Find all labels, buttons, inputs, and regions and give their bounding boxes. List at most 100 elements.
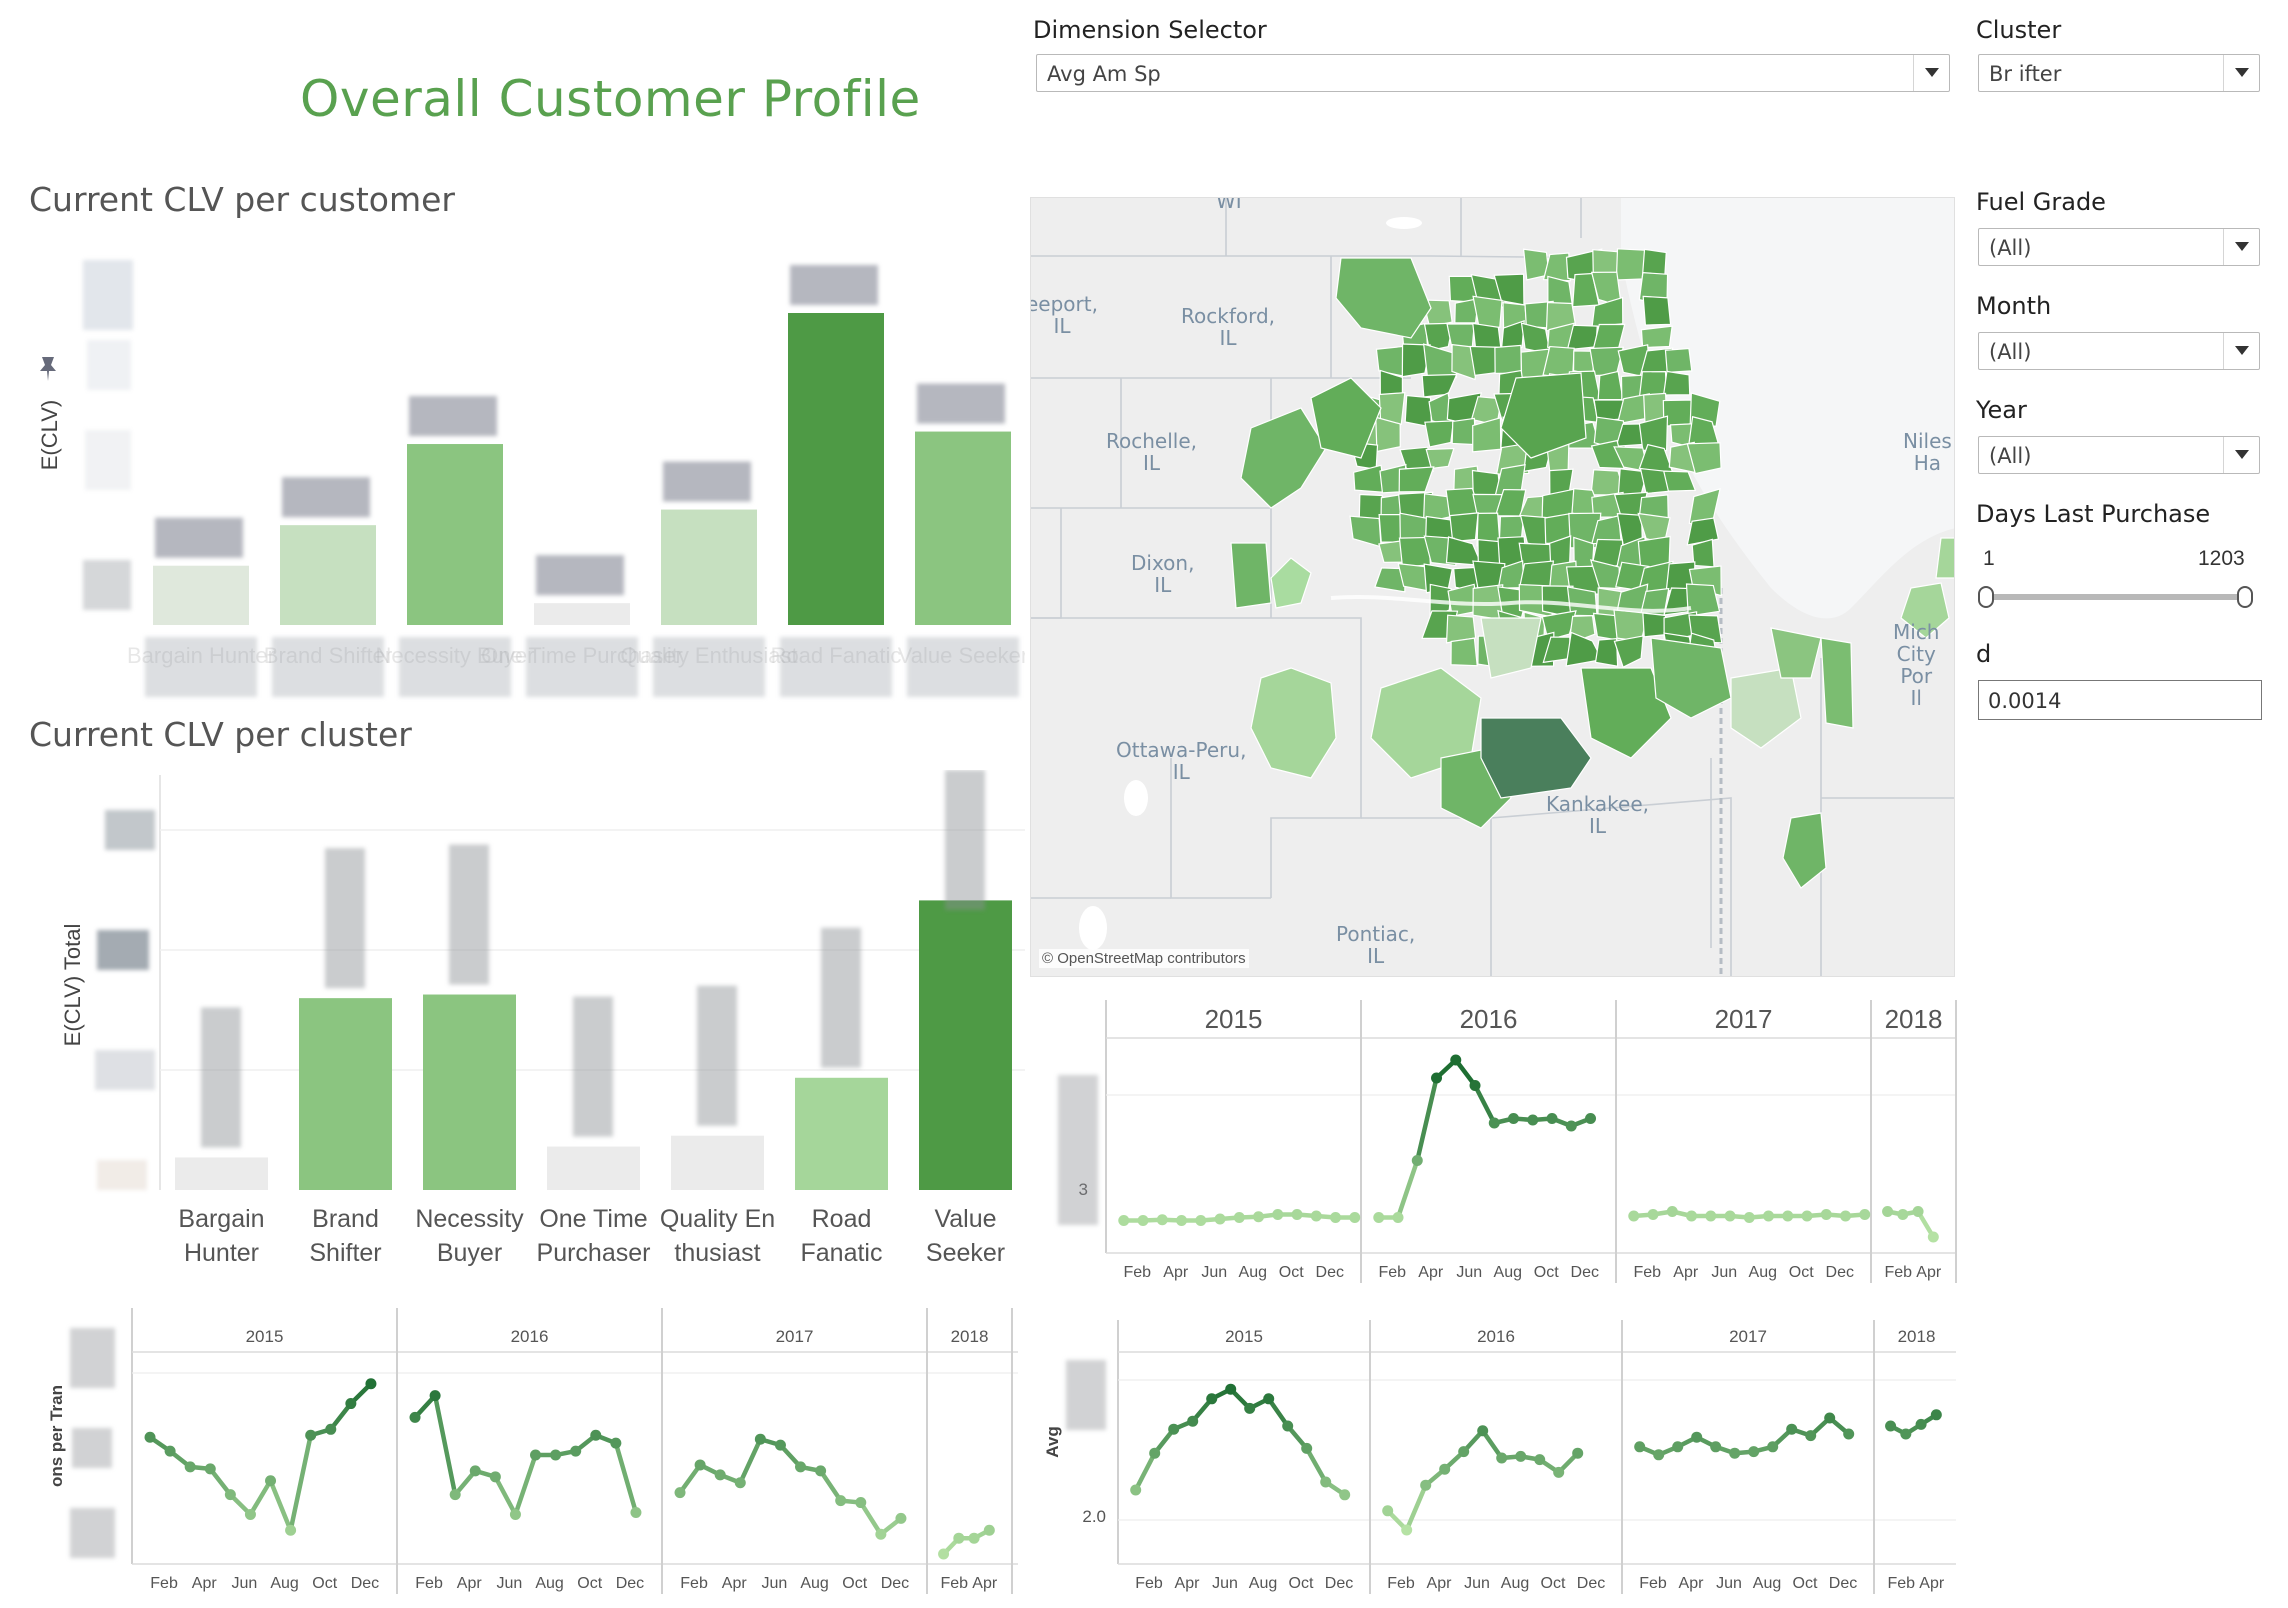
bar[interactable]	[671, 1135, 764, 1190]
data-point[interactable]	[1927, 1231, 1939, 1243]
zip-region[interactable]	[1688, 488, 1721, 525]
data-point[interactable]	[1233, 1212, 1245, 1223]
data-point[interactable]	[1912, 1206, 1924, 1217]
data-point[interactable]	[1411, 1155, 1423, 1166]
bar[interactable]	[175, 1157, 268, 1190]
zip-region[interactable]	[1399, 446, 1434, 473]
data-point[interactable]	[1915, 1418, 1927, 1430]
data-point[interactable]	[1118, 1215, 1130, 1226]
slider-max-handle[interactable]	[2237, 586, 2253, 608]
data-point[interactable]	[630, 1506, 642, 1518]
data-point[interactable]	[1439, 1463, 1451, 1475]
data-point[interactable]	[1843, 1428, 1855, 1440]
zip-region[interactable]	[1349, 515, 1382, 548]
data-point[interactable]	[1330, 1212, 1342, 1223]
data-point[interactable]	[1244, 1402, 1256, 1414]
bar[interactable]	[919, 900, 1012, 1190]
data-point[interactable]	[530, 1449, 542, 1461]
data-point[interactable]	[610, 1437, 622, 1449]
data-point[interactable]	[1527, 1114, 1539, 1126]
zip-region[interactable]	[1421, 373, 1458, 398]
zip-region[interactable]	[1422, 343, 1458, 380]
zip-region[interactable]	[1374, 567, 1406, 593]
bar[interactable]	[788, 313, 884, 625]
data-point[interactable]	[953, 1532, 965, 1544]
chevron-down-icon[interactable]	[2223, 333, 2259, 369]
data-point[interactable]	[1782, 1210, 1794, 1222]
data-point[interactable]	[265, 1475, 277, 1487]
chevron-down-icon[interactable]	[2223, 229, 2259, 265]
bar[interactable]	[547, 1146, 640, 1190]
data-point[interactable]	[325, 1423, 337, 1435]
data-point[interactable]	[983, 1524, 995, 1536]
zip-region[interactable]	[1240, 407, 1327, 509]
data-point[interactable]	[1743, 1212, 1755, 1223]
zip-region[interactable]	[1500, 372, 1587, 459]
data-point[interactable]	[489, 1471, 501, 1483]
zip-region[interactable]	[1662, 470, 1697, 492]
data-point[interactable]	[1767, 1441, 1779, 1453]
zip-region[interactable]	[1353, 464, 1386, 494]
data-point[interactable]	[144, 1431, 156, 1443]
data-point[interactable]	[1585, 1113, 1597, 1124]
zip-region[interactable]	[1900, 582, 1950, 639]
data-point[interactable]	[1469, 1080, 1481, 1091]
zip-region[interactable]	[1662, 370, 1691, 396]
zip-region[interactable]	[1250, 667, 1337, 779]
bar[interactable]	[153, 565, 249, 625]
bar[interactable]	[534, 603, 630, 625]
data-point[interactable]	[345, 1398, 357, 1410]
bar[interactable]	[795, 1077, 888, 1190]
data-point[interactable]	[714, 1469, 726, 1481]
data-point[interactable]	[509, 1508, 521, 1520]
data-point[interactable]	[1253, 1211, 1265, 1223]
data-point[interactable]	[1885, 1420, 1897, 1432]
slider-min-handle[interactable]	[1978, 586, 1994, 608]
data-point[interactable]	[1786, 1423, 1798, 1435]
data-point[interactable]	[1710, 1441, 1722, 1453]
zip-region[interactable]	[1500, 319, 1525, 353]
zip-region[interactable]	[1730, 667, 1802, 749]
data-point[interactable]	[1820, 1209, 1832, 1220]
bar[interactable]	[280, 525, 376, 625]
data-point[interactable]	[1897, 1209, 1909, 1220]
data-point[interactable]	[1553, 1466, 1565, 1478]
data-point[interactable]	[1130, 1484, 1142, 1496]
zip-region[interactable]	[1494, 344, 1523, 374]
data-point[interactable]	[1801, 1210, 1813, 1222]
data-point[interactable]	[1263, 1393, 1275, 1405]
data-point[interactable]	[1156, 1214, 1168, 1226]
data-point[interactable]	[774, 1439, 786, 1451]
month-dropdown[interactable]: (All)	[1978, 332, 2260, 370]
zip-region[interactable]	[1270, 557, 1312, 609]
zip-region[interactable]	[1770, 627, 1822, 679]
data-point[interactable]	[204, 1463, 216, 1475]
bar[interactable]	[661, 509, 757, 625]
zip-region[interactable]	[1445, 614, 1477, 644]
data-point[interactable]	[734, 1477, 746, 1489]
bar[interactable]	[915, 431, 1011, 625]
zip-region[interactable]	[1782, 812, 1827, 889]
zip-region[interactable]	[1638, 370, 1668, 398]
data-point[interactable]	[550, 1449, 562, 1461]
data-point[interactable]	[1187, 1415, 1199, 1427]
dark-region[interactable]	[1480, 717, 1592, 799]
data-point[interactable]	[285, 1524, 297, 1536]
data-point[interactable]	[1647, 1209, 1659, 1220]
slider-track[interactable]	[1986, 594, 2246, 600]
zip-region[interactable]	[1375, 416, 1401, 453]
data-point[interactable]	[1686, 1210, 1698, 1222]
zip-region[interactable]	[1472, 416, 1502, 453]
choropleth-map[interactable]: eeport, IL Rockford, IL Rochelle, IL Dixon,…	[1030, 197, 1955, 977]
zip-region[interactable]	[1542, 252, 1571, 282]
zip-region[interactable]	[1423, 322, 1454, 352]
data-point[interactable]	[1763, 1210, 1775, 1222]
zip-region[interactable]	[1398, 466, 1435, 493]
chevron-down-icon[interactable]	[1913, 55, 1949, 91]
data-point[interactable]	[1805, 1430, 1817, 1442]
zip-region[interactable]	[1589, 559, 1621, 590]
zip-region[interactable]	[1640, 325, 1673, 349]
zip-region[interactable]	[1573, 536, 1595, 571]
zip-region[interactable]	[1480, 617, 1542, 679]
data-point[interactable]	[1565, 1120, 1577, 1132]
